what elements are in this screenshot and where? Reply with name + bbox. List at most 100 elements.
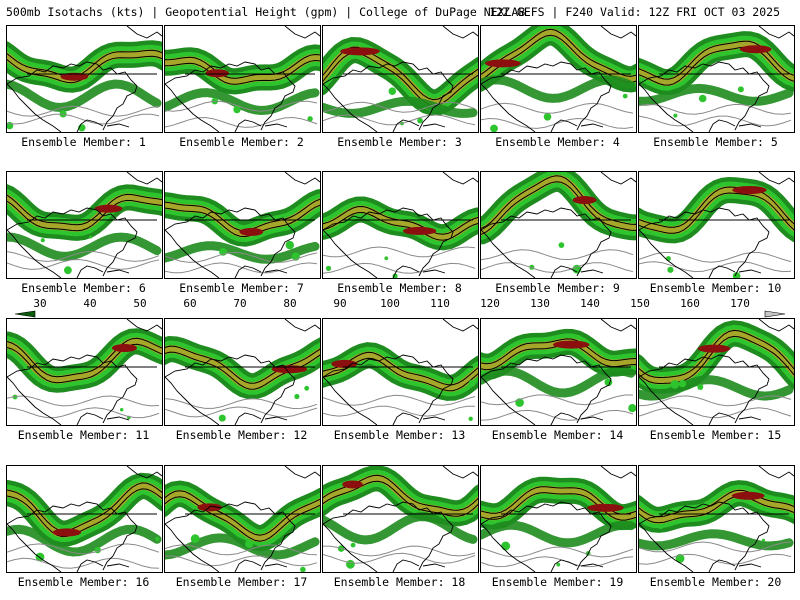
jet-max-core xyxy=(331,359,358,368)
wind-speck xyxy=(665,256,671,262)
wind-speck xyxy=(155,536,160,541)
coastline xyxy=(422,416,446,421)
height-contour-south xyxy=(639,103,792,115)
coastline xyxy=(234,119,262,132)
height-contour-south xyxy=(323,262,476,274)
height-contour-south xyxy=(165,100,318,112)
wind-speck xyxy=(417,117,423,124)
coastline xyxy=(708,119,736,132)
jet-band-core xyxy=(165,345,320,391)
coastline xyxy=(323,376,378,425)
jet-band-core xyxy=(7,193,162,232)
height-contour xyxy=(639,489,794,518)
secondary-jet-band xyxy=(323,96,478,118)
jet-stream-map xyxy=(639,319,794,425)
ensemble-member-label: Ensemble Member: 19 xyxy=(491,575,624,589)
jet-stream-map xyxy=(323,172,478,278)
wind-speck xyxy=(659,526,663,530)
wind-speck xyxy=(384,256,389,261)
ensemble-member-map-16 xyxy=(6,465,163,573)
coastline xyxy=(126,319,162,332)
secondary-jet-band xyxy=(481,520,636,548)
jet-band-core xyxy=(639,489,794,524)
jet-stream-map xyxy=(639,172,794,278)
height-contour-south xyxy=(165,555,318,567)
height-contour-south xyxy=(639,261,792,273)
coastline xyxy=(284,466,320,479)
coastline xyxy=(481,229,536,278)
height-contour-south xyxy=(639,407,792,419)
ensemble-member-label: Ensemble Member: 16 xyxy=(17,575,150,589)
jet-max-core xyxy=(340,47,380,56)
height-contour-south xyxy=(323,114,476,126)
height-contour xyxy=(323,211,478,241)
coastline xyxy=(639,523,694,572)
coastline xyxy=(126,466,162,479)
wind-speck xyxy=(667,266,674,273)
speed-colorbar: 30 40 50 60 70 80 90 100 110 120 130 140 150 160 170 xyxy=(14,297,786,318)
ensemble-member-label: Ensemble Member: 18 xyxy=(333,575,466,589)
coastline xyxy=(580,269,604,274)
jet-max-core xyxy=(205,69,229,78)
coastline xyxy=(481,83,536,132)
jet-band-core xyxy=(7,337,162,384)
height-contour-south xyxy=(165,116,318,128)
jet-max-core xyxy=(697,344,731,353)
colorbar-tick-label: 90 xyxy=(333,297,346,310)
wind-speck xyxy=(294,393,300,400)
height-contour-south xyxy=(481,546,634,558)
wind-speck xyxy=(64,266,72,275)
height-contour xyxy=(481,181,636,235)
coastline xyxy=(442,172,478,185)
jet-max-core xyxy=(587,503,624,512)
height-contour-south xyxy=(7,251,160,262)
ensemble-member-label: Ensemble Member: 7 xyxy=(179,281,304,295)
height-contour-south xyxy=(323,101,476,113)
coastline xyxy=(481,61,612,131)
height-contour xyxy=(639,40,794,80)
coastline xyxy=(600,172,636,185)
ensemble-member-label: Ensemble Member: 5 xyxy=(653,135,778,149)
height-contour xyxy=(323,52,478,107)
ensemble-member-map-8 xyxy=(322,171,479,279)
height-contour xyxy=(481,492,636,521)
coastline xyxy=(738,269,762,274)
coastline xyxy=(76,119,104,132)
coastline xyxy=(106,269,130,274)
height-contour-south xyxy=(165,251,318,263)
header-bar: 500mb Isotachs (kts) | Geopotential Heig… xyxy=(0,0,800,22)
coastline xyxy=(442,466,478,479)
ensemble-member-label: Ensemble Member: 15 xyxy=(649,428,782,442)
wind-speck xyxy=(558,242,565,248)
coastline xyxy=(234,265,262,278)
coastline xyxy=(442,26,478,39)
coastline xyxy=(639,61,770,131)
wind-speck xyxy=(325,265,332,271)
jet-stream-map xyxy=(323,466,478,572)
height-contour xyxy=(639,186,794,228)
coastline xyxy=(7,376,62,425)
wind-speck xyxy=(120,408,124,412)
wind-speck xyxy=(285,240,294,250)
secondary-jet-band xyxy=(7,79,162,113)
height-contour xyxy=(481,28,636,77)
coastline xyxy=(284,319,320,332)
wind-speck xyxy=(737,86,744,93)
jet-max-core xyxy=(732,185,767,194)
height-contour xyxy=(165,345,320,384)
height-contour xyxy=(7,337,162,378)
coastline xyxy=(7,229,62,278)
colorbar-tick-label: 80 xyxy=(283,297,296,310)
jet-stream-map xyxy=(481,319,636,425)
colorbar-right-arrow xyxy=(764,310,786,318)
height-contour-south xyxy=(481,249,634,261)
ensemble-member-label: Ensemble Member: 12 xyxy=(175,428,308,442)
coastline xyxy=(126,172,162,185)
wind-speck xyxy=(501,541,511,551)
coastline xyxy=(422,123,446,128)
height-contour-south xyxy=(323,545,476,557)
secondary-jet-band xyxy=(165,88,320,116)
coastline xyxy=(284,172,320,185)
coastline xyxy=(165,207,296,277)
ensemble-member-label: Ensemble Member: 17 xyxy=(175,575,308,589)
